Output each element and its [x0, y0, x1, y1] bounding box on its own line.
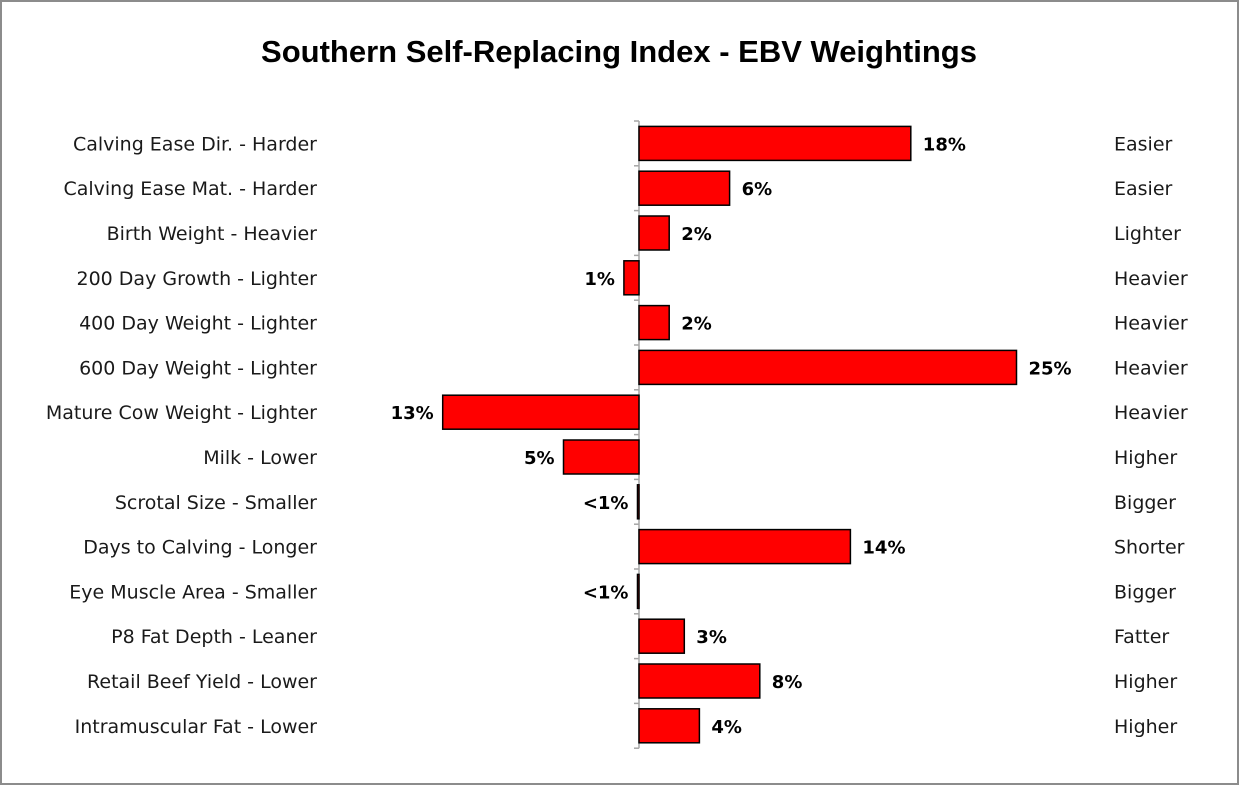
right-direction-label: Heavier — [1114, 313, 1188, 335]
data-label: <1% — [583, 493, 629, 514]
right-direction-label: Easier — [1114, 133, 1173, 155]
right-direction-label: Heavier — [1114, 357, 1188, 379]
left-category-label: 400 Day Weight - Lighter — [79, 313, 317, 335]
left-category-label: Milk - Lower — [203, 447, 317, 469]
right-direction-label: Bigger — [1114, 492, 1176, 514]
right-direction-label: Heavier — [1114, 402, 1188, 424]
right-direction-label: Heavier — [1114, 268, 1188, 290]
bar-6 — [638, 349, 1018, 386]
bar-10 — [638, 528, 852, 565]
right-direction-label: Easier — [1114, 178, 1173, 200]
data-label: 2% — [681, 224, 712, 245]
data-label: 25% — [1029, 358, 1072, 379]
data-label: 1% — [584, 269, 615, 290]
right-direction-label: Fatter — [1114, 626, 1169, 648]
bar-layer — [441, 125, 1018, 744]
left-category-label: Calving Ease Mat. - Harder — [63, 178, 317, 200]
bar-14 — [638, 708, 701, 744]
bar-3 — [638, 215, 670, 251]
left-category-label: Scrotal Size - Smaller — [115, 492, 317, 514]
left-category-label: Birth Weight - Heavier — [107, 223, 318, 245]
right-direction-label: Lighter — [1114, 223, 1181, 245]
chart-title: Southern Self-Replacing Index - EBV Weig… — [261, 34, 977, 69]
bar-11 — [636, 573, 640, 610]
data-label: 8% — [772, 672, 803, 693]
left-category-label: Calving Ease Dir. - Harder — [73, 133, 317, 155]
right-direction-label: Higher — [1114, 716, 1177, 738]
left-category-label: P8 Fat Depth - Leaner — [111, 626, 317, 648]
right-direction-label: Shorter — [1114, 537, 1185, 559]
axis-layer — [634, 120, 640, 749]
bar-13 — [638, 663, 761, 699]
left-category-label: Mature Cow Weight - Lighter — [46, 402, 317, 424]
bar-12 — [638, 618, 686, 654]
data-label: 13% — [391, 403, 434, 424]
bar-2 — [638, 170, 731, 206]
data-label: 18% — [923, 134, 966, 155]
right-direction-label: Higher — [1114, 671, 1177, 693]
right-direction-label: Bigger — [1114, 581, 1176, 603]
data-label: 6% — [742, 179, 773, 200]
label-layer: 18% Calving Ease Dir. - Harder Easier 6% Cal… — [46, 133, 1188, 737]
left-category-label: Intramuscular Fat - Lower — [75, 716, 318, 738]
left-category-label: Retail Beef Yield - Lower — [87, 671, 317, 693]
bar-9 — [636, 484, 640, 520]
data-label: 2% — [681, 314, 712, 335]
bar-8 — [562, 439, 640, 475]
right-direction-label: Higher — [1114, 447, 1177, 469]
data-label: 4% — [711, 717, 742, 738]
bar-1 — [638, 125, 912, 162]
left-category-label: Days to Calving - Longer — [83, 537, 317, 559]
left-category-label: 200 Day Growth - Lighter — [77, 268, 318, 290]
bar-4 — [623, 260, 640, 296]
left-category-label: 600 Day Weight - Lighter — [79, 357, 317, 379]
bar-7 — [441, 394, 640, 430]
data-label: 3% — [696, 627, 727, 648]
data-label: 14% — [862, 538, 905, 559]
data-label: 5% — [524, 448, 555, 469]
bar-5 — [638, 304, 670, 341]
data-label: <1% — [583, 582, 629, 603]
left-category-label: Eye Muscle Area - Smaller — [69, 581, 317, 603]
